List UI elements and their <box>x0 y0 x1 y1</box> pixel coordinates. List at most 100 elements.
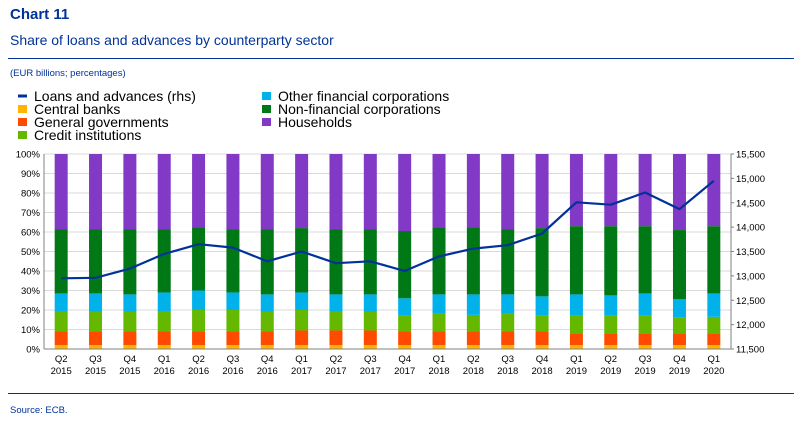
x-tick-quarter: Q3 <box>227 354 240 365</box>
right-tick-label: 13,000 <box>736 271 765 282</box>
bar-segment-credit-institutions <box>363 311 377 331</box>
bar-segment-central-banks <box>638 345 652 349</box>
bar-segment-other-financial-corporations <box>672 299 686 318</box>
left-tick-label: 0% <box>26 345 40 356</box>
bar-segment-households <box>638 154 652 227</box>
bar-segment-central-banks <box>363 345 377 349</box>
source-note: Source: ECB. <box>10 405 68 416</box>
x-tick-year: 2016 <box>222 366 243 377</box>
bar-segment-general-governments <box>672 333 686 346</box>
legend-central-banks-label: Central banks <box>34 101 120 117</box>
bar-segment-non-financial-corporations <box>89 229 103 294</box>
bar-segment-households <box>295 154 309 229</box>
bar-segment-general-governments <box>329 330 343 346</box>
left-tick-label: 10% <box>21 325 41 336</box>
bar-segment-credit-institutions <box>123 311 137 332</box>
bar-segment-general-governments <box>89 331 103 346</box>
bar-segment-other-financial-corporations <box>226 292 240 310</box>
bar-segment-central-banks <box>54 345 68 349</box>
x-tick-quarter: Q3 <box>639 354 652 365</box>
x-tick-year: 2017 <box>325 366 346 377</box>
bar-segment-central-banks <box>226 345 240 349</box>
bar-segment-other-financial-corporations <box>707 293 721 317</box>
bar-segment-credit-institutions <box>604 315 618 334</box>
bar-segment-non-financial-corporations <box>535 228 549 297</box>
bar-segment-households <box>226 154 240 230</box>
x-tick-year: 2016 <box>257 366 278 377</box>
bar-segment-households <box>707 154 721 227</box>
bar-segment-households <box>329 154 343 230</box>
bar-segment-non-financial-corporations <box>123 229 137 295</box>
bar-segment-other-financial-corporations <box>192 290 206 310</box>
bar-segment-general-governments <box>638 333 652 346</box>
x-tick-quarter: Q4 <box>673 354 686 365</box>
bar-segment-credit-institutions <box>432 313 446 332</box>
bar-segment-central-banks <box>398 345 412 349</box>
bar-segment-credit-institutions <box>192 310 206 332</box>
bar-segment-non-financial-corporations <box>329 229 343 295</box>
bar-segment-credit-institutions <box>398 315 412 332</box>
left-tick-label: 90% <box>21 169 41 180</box>
bar-segment-households <box>260 154 274 230</box>
bar-segment-non-financial-corporations <box>54 229 68 294</box>
bar-segment-credit-institutions <box>295 310 309 331</box>
x-tick-year: 2018 <box>497 366 518 377</box>
legend-general-governments-swatch <box>18 118 27 126</box>
bar-segment-credit-institutions <box>89 311 103 332</box>
bar-segment-other-financial-corporations <box>398 298 412 316</box>
bar-segment-central-banks <box>569 345 583 349</box>
left-tick-label: 30% <box>21 286 41 297</box>
x-tick-quarter: Q3 <box>89 354 102 365</box>
left-tick-label: 60% <box>21 228 41 239</box>
bar-segment-credit-institutions <box>466 314 480 332</box>
bar-segment-other-financial-corporations <box>54 293 68 311</box>
gridlines <box>44 153 731 350</box>
axes: 0% 10% 20% 30% 40% 50% 60% 70% 80% 90% 100% 11,500 1… <box>16 150 765 378</box>
bar-segment-other-financial-corporations <box>535 296 549 316</box>
x-tick-year: 2019 <box>566 366 587 377</box>
stacked-bars <box>54 154 721 349</box>
bar-segment-households <box>363 154 377 230</box>
bar-segment-central-banks <box>295 345 309 349</box>
bar-segment-credit-institutions <box>226 310 240 332</box>
legend-non-financial-corporations-label: Non-financial corporations <box>278 101 441 117</box>
x-tick-year: 2019 <box>600 366 621 377</box>
x-tick-year: 2020 <box>703 366 724 377</box>
bar-segment-general-governments <box>569 333 583 346</box>
bar-segment-general-governments <box>363 330 377 346</box>
right-tick-label: 15,500 <box>736 150 765 161</box>
bar-segment-central-banks <box>535 345 549 349</box>
bar-segment-central-banks <box>260 345 274 349</box>
bar-segment-non-financial-corporations <box>295 228 309 293</box>
bar-segment-credit-institutions <box>157 310 171 332</box>
legend-credit-institutions-label: Credit institutions <box>34 127 141 143</box>
legend-households-swatch <box>262 118 271 126</box>
x-tick-year: 2016 <box>188 366 209 377</box>
bar-segment-general-governments <box>157 331 171 346</box>
bar-segment-non-financial-corporations <box>707 226 721 294</box>
bar-segment-other-financial-corporations <box>123 294 137 312</box>
x-tick-year: 2017 <box>291 366 312 377</box>
right-tick-label: 14,000 <box>736 223 765 234</box>
bar-segment-credit-institutions <box>329 311 343 331</box>
bar-segment-central-banks <box>157 345 171 349</box>
bar-segment-households <box>501 154 515 230</box>
bar-segment-central-banks <box>466 345 480 349</box>
bar-segment-credit-institutions <box>501 313 515 332</box>
bar-segment-households <box>123 154 137 230</box>
x-tick-quarter: Q1 <box>707 354 720 365</box>
right-tick-label: 15,000 <box>736 174 765 185</box>
x-tick-year: 2017 <box>394 366 415 377</box>
right-tick-label: 12,500 <box>736 296 765 307</box>
bar-segment-other-financial-corporations <box>501 294 515 314</box>
x-tick-quarter: Q4 <box>536 354 549 365</box>
bar-segment-households <box>398 154 412 232</box>
legend-credit-institutions-swatch <box>18 131 27 139</box>
bar-segment-general-governments <box>123 331 137 346</box>
bar-segment-credit-institutions <box>707 316 721 334</box>
bar-segment-households <box>432 154 446 228</box>
bar-segment-credit-institutions <box>672 317 686 334</box>
bar-segment-households <box>89 154 103 230</box>
x-tick-quarter: Q4 <box>124 354 137 365</box>
